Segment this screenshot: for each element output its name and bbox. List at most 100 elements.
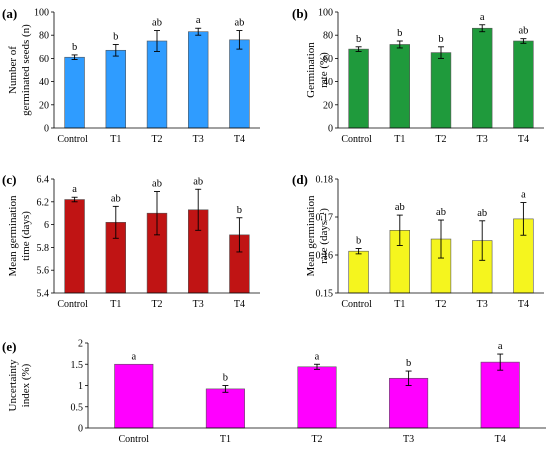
- y-tick-label: 0.5: [71, 402, 84, 413]
- bar-control: [64, 56, 85, 129]
- y-tick-label: 80: [323, 31, 333, 42]
- category-label: T4: [518, 299, 529, 310]
- category-label: T2: [151, 299, 162, 310]
- significance-letter: a: [521, 190, 526, 201]
- significance-letter: b: [406, 358, 411, 369]
- y-tick-label: 6: [44, 220, 49, 231]
- significance-letter: ab: [518, 26, 528, 37]
- significance-letter: b: [356, 236, 361, 247]
- significance-letter: ab: [152, 179, 162, 190]
- category-label: T4: [518, 134, 529, 145]
- y-tick-label: 6.4: [37, 175, 50, 186]
- bar-t3: [472, 27, 493, 129]
- panel-label: (c): [2, 172, 16, 187]
- y-axis-label: rate (%): [318, 52, 330, 88]
- y-tick-label: 2: [78, 339, 83, 350]
- y-tick-label: 60: [39, 54, 49, 65]
- y-tick-label: 5.4: [37, 289, 50, 300]
- category-label: T1: [394, 299, 405, 310]
- significance-letter: a: [72, 184, 77, 195]
- y-tick-label: 40: [323, 77, 333, 88]
- significance-letter: ab: [193, 176, 203, 187]
- panel-d: (d) 0.15 0.16 0.17 0.18 Mean germination rate …: [292, 172, 544, 310]
- y-tick-label: 0: [328, 124, 333, 135]
- bar-t2: [430, 52, 452, 129]
- bar-t1: [389, 44, 410, 129]
- y-axis-label: time (days): [20, 211, 32, 261]
- y-axis-label: rate (days⁻¹): [318, 208, 330, 264]
- bar-control: [348, 48, 369, 129]
- panel-a: (a) 0 20 40 60 80 100 Number of germinated seeds…: [2, 6, 260, 145]
- y-tick-label: 5.6: [37, 266, 50, 277]
- y-tick-label: 60: [323, 54, 333, 65]
- category-label: T2: [435, 299, 446, 310]
- bar-t1: [105, 49, 126, 129]
- significance-letter: ab: [395, 202, 405, 213]
- y-axis-label: Number of: [7, 46, 19, 94]
- significance-letter: a: [131, 351, 136, 362]
- significance-letter: b: [438, 34, 443, 45]
- bar-t2: [146, 40, 168, 129]
- category-label: T4: [234, 134, 245, 145]
- y-tick-label: 0.17: [316, 213, 334, 224]
- y-axis-label: Mean germination: [7, 195, 19, 276]
- category-label: Control: [57, 134, 88, 145]
- category-label: Control: [341, 299, 372, 310]
- significance-letter: ab: [152, 18, 162, 29]
- bar-control: [348, 250, 369, 294]
- y-tick-label: 0: [44, 124, 49, 135]
- category-label: T3: [477, 299, 488, 310]
- y-axis-label: index (%): [20, 363, 32, 407]
- significance-letter: ab: [111, 193, 121, 204]
- y-tick-label: 100: [318, 8, 333, 19]
- significance-letter: a: [315, 351, 320, 362]
- y-axis-label: Uncertainty: [7, 359, 19, 411]
- category-label: T1: [394, 134, 405, 145]
- bar-t3: [188, 31, 209, 129]
- category-label: T3: [193, 134, 204, 145]
- significance-letter: ab: [234, 18, 244, 29]
- bar-t4: [229, 39, 250, 129]
- y-tick-label: 6.2: [37, 197, 50, 208]
- significance-letter: ab: [436, 207, 446, 218]
- y-tick-label: 1: [78, 381, 83, 392]
- bar-control: [114, 363, 154, 429]
- category-label: T1: [220, 434, 231, 445]
- y-tick-label: 100: [34, 8, 49, 19]
- y-tick-label: 0.16: [316, 251, 334, 262]
- panel-c: (c) 5.4 5.6 5.8 6 6.2 6.4 Mean germination time …: [2, 172, 260, 310]
- y-tick-label: 80: [39, 31, 49, 42]
- category-label: T4: [495, 434, 506, 445]
- significance-letter: b: [356, 34, 361, 45]
- y-axis-label: Germination: [305, 42, 317, 98]
- panel-b: (b) 0 20 40 60 80 100 Germination rate (%) b Contr…: [292, 6, 544, 145]
- category-label: T1: [110, 134, 121, 145]
- category-label: Control: [57, 299, 88, 310]
- significance-letter: b: [397, 28, 402, 39]
- bar-t4: [513, 40, 534, 129]
- significance-letter: a: [480, 12, 485, 23]
- y-tick-label: 40: [39, 77, 49, 88]
- category-label: T2: [311, 434, 322, 445]
- panel-label: (a): [2, 6, 17, 21]
- category-label: T3: [193, 299, 204, 310]
- category-label: T1: [110, 299, 121, 310]
- bar-control: [64, 199, 85, 294]
- y-tick-label: 20: [39, 100, 49, 111]
- y-tick-label: 1.5: [71, 360, 84, 371]
- bar-t2: [297, 366, 337, 429]
- y-axis-label: Mean germination: [305, 195, 317, 276]
- y-tick-label: 0.15: [316, 289, 334, 300]
- category-label: Control: [119, 434, 150, 445]
- bar-t1: [205, 388, 245, 429]
- significance-letter: a: [498, 341, 503, 352]
- panel-label: (d): [292, 172, 308, 187]
- significance-letter: a: [196, 15, 201, 26]
- significance-letter: b: [237, 205, 242, 216]
- y-tick-label: 20: [323, 100, 333, 111]
- bar-t3: [389, 377, 429, 429]
- category-label: Control: [341, 134, 372, 145]
- category-label: T3: [477, 134, 488, 145]
- significance-letter: b: [72, 42, 77, 53]
